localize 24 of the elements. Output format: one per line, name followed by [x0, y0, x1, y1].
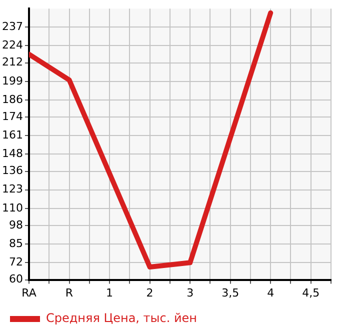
y-tick-label: 98 — [8, 218, 23, 232]
y-tick-label: 110 — [2, 201, 23, 214]
y-tick-label: 237 — [2, 20, 23, 34]
y-tick-label: 85 — [8, 236, 23, 250]
y-tick-label: 161 — [2, 128, 23, 142]
x-tick-label: 4,5 — [302, 286, 320, 300]
y-tick-label: 123 — [2, 182, 23, 196]
y-tick-label: 212 — [2, 56, 23, 69]
y-tick-label: 72 — [8, 256, 23, 269]
x-tick-label: 2 — [146, 286, 154, 300]
x-tick-label: RA — [22, 286, 37, 300]
y-tick-label: 224 — [2, 38, 23, 52]
y-tick-label: 60 — [8, 272, 23, 286]
y-tick-label: 174 — [2, 110, 23, 123]
y-tick-label: 199 — [2, 74, 23, 88]
y-tick-label: 186 — [2, 92, 23, 106]
x-tick-label: 3 — [186, 286, 194, 300]
x-tick-label: 1 — [106, 286, 114, 300]
x-tick-label: 4 — [267, 286, 274, 300]
y-tick-label: 148 — [2, 147, 23, 160]
legend-label: Средняя Цена, тыс. йен — [46, 311, 198, 326]
x-tick-label: 3,5 — [222, 286, 240, 300]
x-tick-label: R — [65, 286, 74, 300]
y-tick-label: 136 — [2, 164, 23, 178]
